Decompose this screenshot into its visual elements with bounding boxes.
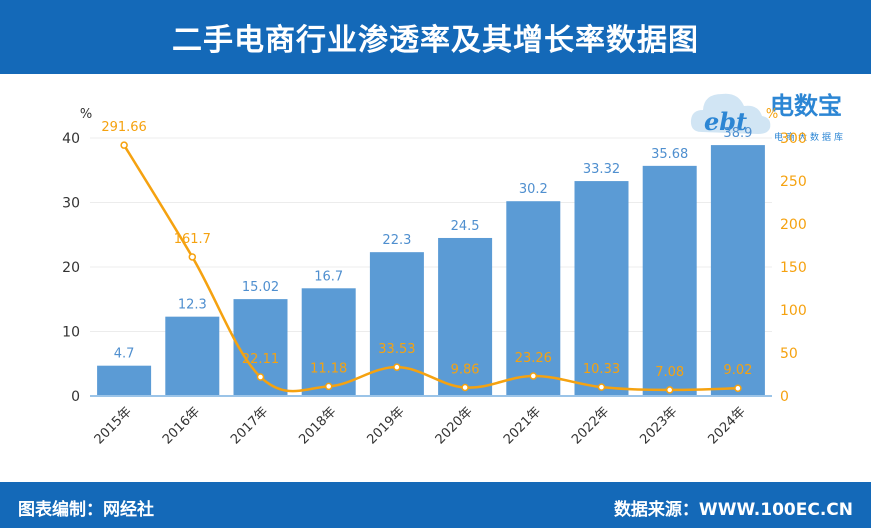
x-tick-label: 2020年: [433, 404, 476, 447]
chart: 0 10 20 30 40% 0 50 100 150 200 250 300% 4.7 12.3 15.0…: [62, 107, 807, 447]
y-left-tick-label: 10: [62, 325, 80, 341]
line-value-label: 23.26: [515, 351, 552, 366]
bar-value-label: 30.2: [519, 182, 548, 197]
x-tick-label: 2022年: [569, 404, 612, 447]
bar: [165, 316, 220, 396]
y-right-unit: %: [766, 107, 778, 122]
line-value-label: 33.53: [378, 342, 415, 357]
line-point: [529, 372, 538, 380]
y-right-tick-label: 50: [780, 346, 798, 362]
line-value-label: 9.02: [723, 363, 752, 378]
logo-name: 电数宝: [770, 92, 842, 120]
bar-value-label: 15.02: [242, 280, 279, 295]
y-right-tick-label: 0: [780, 389, 789, 405]
page-title: 二手电商行业渗透率及其增长率数据图: [172, 23, 699, 58]
line-value-label: 11.18: [310, 361, 347, 376]
bar-value-label: 35.68: [651, 147, 688, 162]
line-value-label: 22.11: [242, 352, 279, 367]
y-right-tick-label: 150: [780, 260, 807, 276]
y-left-tick-label: 40: [62, 131, 80, 147]
y-left-tick-label: 30: [62, 196, 80, 212]
bar-value-label: 24.5: [451, 219, 480, 234]
y-left-unit: %: [80, 107, 92, 122]
bar: [369, 252, 424, 396]
line-value-label: 161.7: [174, 232, 211, 247]
line-point: [665, 386, 674, 394]
line-value-label: 291.66: [101, 120, 147, 135]
line-point: [188, 253, 197, 261]
line-value-label: 10.33: [583, 362, 620, 377]
line-point: [324, 382, 333, 391]
bar: [574, 181, 629, 396]
line-point: [597, 383, 606, 391]
y-right-tick-label: 200: [780, 217, 807, 233]
x-tick-label: 2021年: [501, 404, 544, 447]
line-value-label: 7.08: [655, 365, 684, 380]
footer-bar: 图表编制：网经社 数据来源：WWW.100EC.CN: [0, 482, 871, 528]
bar: [438, 237, 493, 396]
logo: ebt 电数宝 电商大数据库: [688, 82, 868, 144]
bar: [642, 165, 697, 396]
x-tick-label: 2017年: [228, 404, 271, 447]
y-right-tick-label: 250: [780, 174, 807, 190]
bar: [97, 365, 152, 396]
y-right-tick-label: 300: [780, 131, 807, 147]
x-tick-label: 2023年: [637, 404, 680, 447]
x-tick-label: 2015年: [92, 404, 135, 447]
bar-value-label: 12.3: [178, 298, 207, 313]
logo-subtitle: 电商大数据库: [774, 133, 847, 143]
bar-value-label: 33.32: [583, 162, 620, 177]
x-tick-label: 2016年: [160, 404, 203, 447]
bar-value-label: 16.7: [314, 269, 343, 284]
y-left-tick-label: 20: [62, 260, 80, 276]
footer-credit: 图表编制：网经社: [18, 500, 154, 520]
bar-value-label: 4.7: [114, 347, 135, 362]
line-point: [393, 363, 401, 371]
x-tick-label: 2024年: [706, 404, 749, 447]
title-bar: 二手电商行业渗透率及其增长率数据图: [0, 0, 871, 74]
y-right-tick-label: 100: [780, 303, 807, 319]
bar-value-label: 22.3: [382, 233, 411, 248]
line-value-label: 9.86: [451, 363, 480, 378]
x-tick-label: 2018年: [296, 404, 339, 447]
bar: [506, 201, 561, 396]
line-point: [120, 141, 128, 149]
growth-rate-line: [123, 144, 738, 393]
line-point: [734, 384, 742, 392]
bar-value-label: 38.9: [723, 126, 752, 141]
y-left-tick-label: 0: [71, 389, 80, 405]
logo-badge: ebt: [704, 107, 747, 136]
line-point: [461, 383, 469, 392]
bar: [301, 288, 356, 396]
cloud-logo-icon: ebt: [690, 93, 771, 136]
bar: [233, 299, 288, 396]
line-point: [256, 373, 265, 381]
footer-source: 数据来源：WWW.100EC.CN: [613, 500, 853, 520]
bar: [710, 145, 765, 396]
x-tick-label: 2019年: [365, 404, 408, 447]
